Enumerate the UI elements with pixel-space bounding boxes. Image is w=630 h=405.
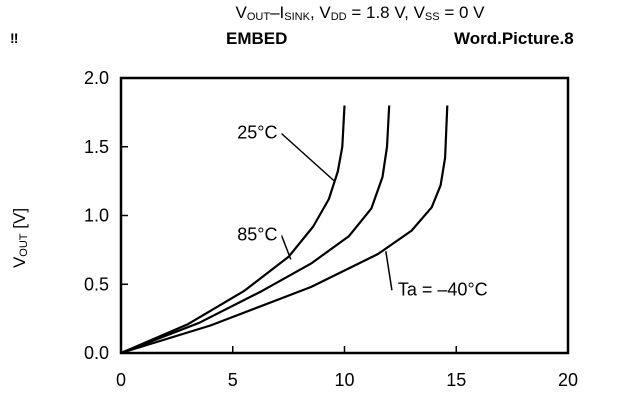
annotation-pointer bbox=[385, 251, 393, 291]
series-line-2 bbox=[120, 105, 449, 355]
series-line-1 bbox=[120, 105, 391, 355]
y-tick-label: 1.5 bbox=[84, 137, 109, 157]
annotation-bg bbox=[229, 120, 282, 145]
x-tick-label: 20 bbox=[558, 370, 578, 390]
series-line-0 bbox=[120, 105, 346, 355]
plot-frame bbox=[119, 76, 570, 355]
annotation-label-0: 25°C bbox=[237, 123, 277, 143]
annotation-pointer bbox=[280, 132, 335, 182]
annotation-label-2: Ta = –40°C bbox=[398, 279, 488, 299]
y-tick-label: 1.0 bbox=[84, 206, 109, 226]
y-tick-label: 0.0 bbox=[84, 343, 109, 363]
x-tick-label: 0 bbox=[116, 370, 126, 390]
annotation-pointer bbox=[280, 234, 292, 260]
x-tick-label: 5 bbox=[228, 370, 238, 390]
x-tick-label: 15 bbox=[446, 370, 466, 390]
annotation-label-1: 85°C bbox=[237, 224, 277, 244]
y-tick-label: 0.5 bbox=[84, 274, 109, 294]
series-group bbox=[120, 105, 449, 355]
embed-field-text: EMBED bbox=[226, 29, 288, 48]
annotation-bg bbox=[393, 277, 509, 302]
annotation-bg bbox=[229, 222, 282, 247]
y-tick-label: 2.0 bbox=[84, 68, 109, 88]
x-tick-label: 10 bbox=[334, 370, 354, 390]
annotation-group: 25°C 85°C Ta = –40°C bbox=[229, 120, 509, 302]
chart-title: VOUT–ISINK, VDD = 1.8 V, VSS = 0 V bbox=[235, 3, 485, 23]
word-picture-field-text: Word.Picture.8 bbox=[454, 29, 574, 48]
field-marker: ‼ bbox=[10, 30, 19, 46]
